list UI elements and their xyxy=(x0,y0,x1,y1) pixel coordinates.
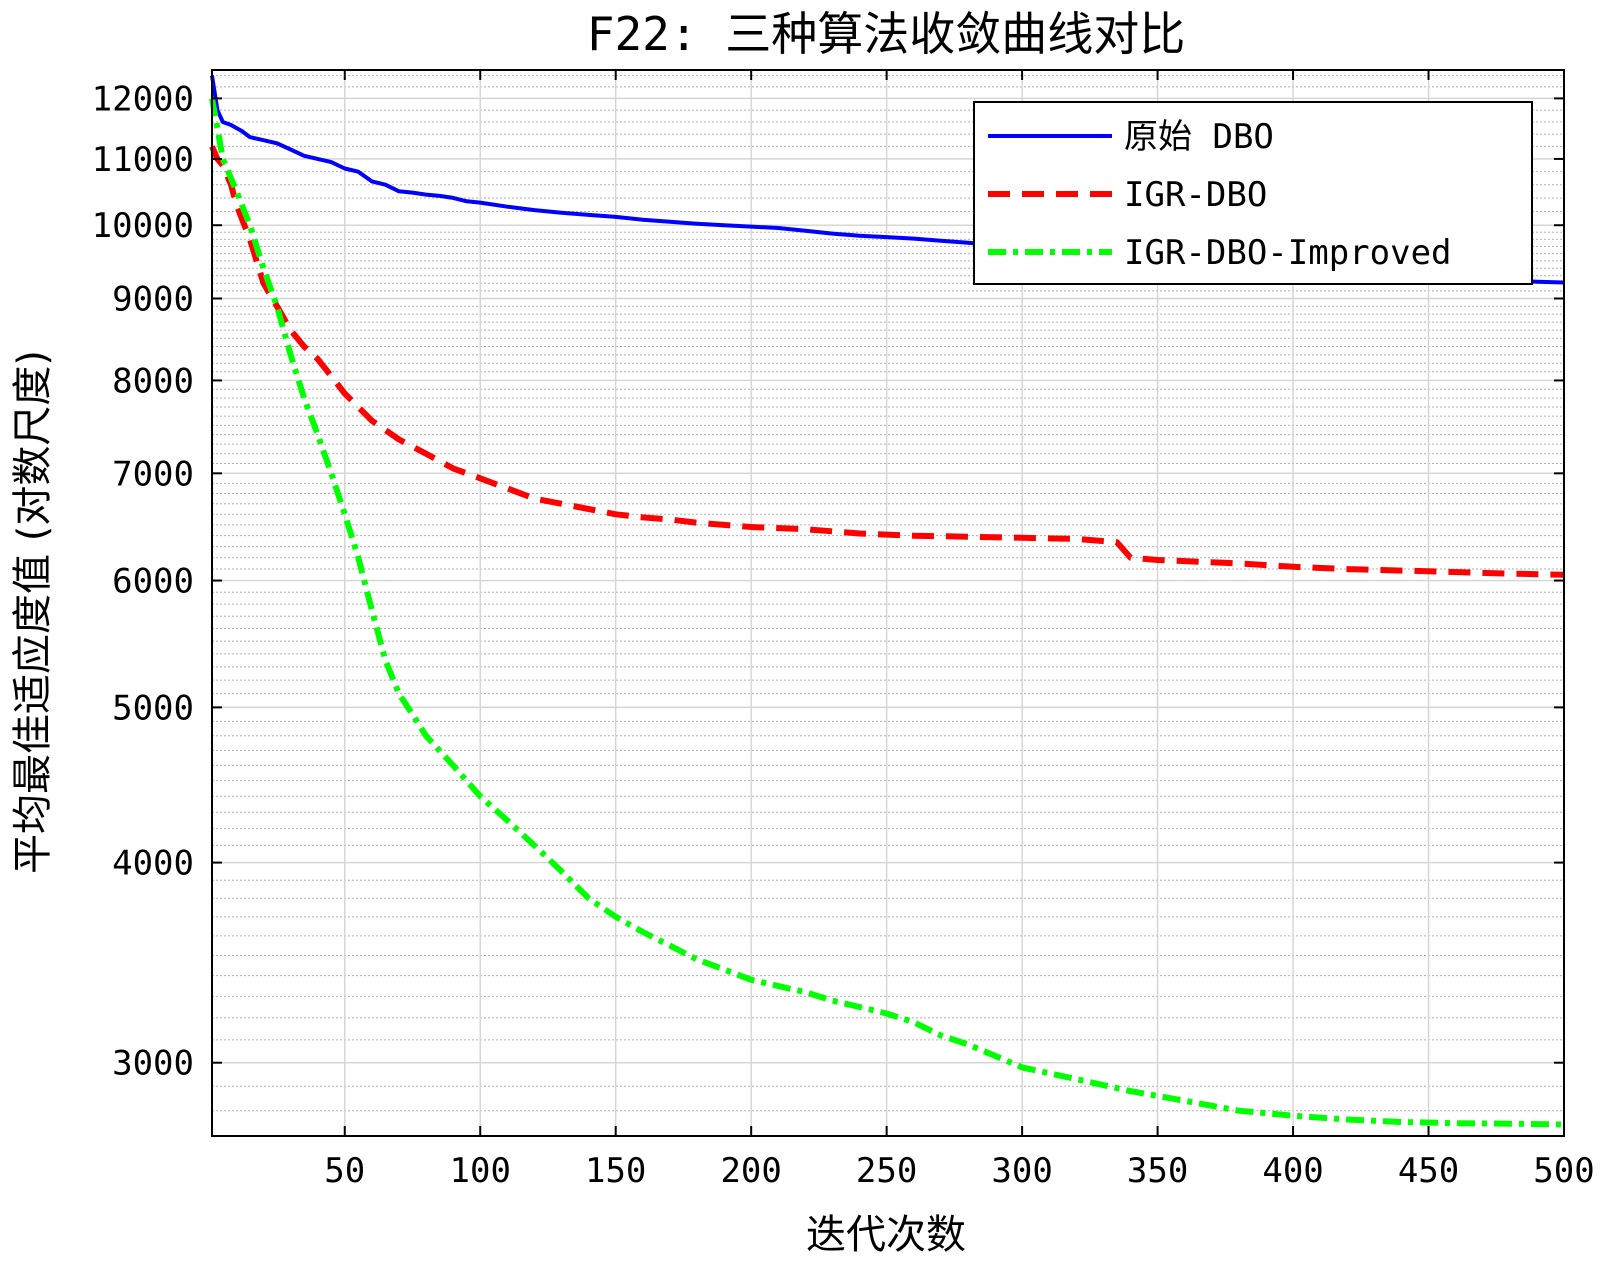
x-tick-label: 450 xyxy=(1398,1151,1459,1191)
x-tick-label: 400 xyxy=(1262,1151,1323,1191)
y-tick-label: 11000 xyxy=(92,140,194,180)
chart-title: F22: 三种算法收敛曲线对比 xyxy=(587,7,1185,61)
y-tick-label: 6000 xyxy=(112,562,194,602)
legend-label-3: IGR-DBO-Improved xyxy=(1124,233,1452,273)
y-tick-label: 10000 xyxy=(92,206,194,246)
axis-ticks: 50 100 150 200 250 300 350 400 450 500 3000 4000 500… xyxy=(92,70,1595,1191)
y-axis-label: 平均最佳适应度值 (对数尺度) xyxy=(10,350,56,874)
series-line-3 xyxy=(209,97,1565,1128)
y-tick-label: 8000 xyxy=(112,361,194,401)
x-axis-label: 迭代次数 xyxy=(806,1212,966,1258)
y-tick-label: 5000 xyxy=(112,688,194,728)
x-tick-label: 50 xyxy=(324,1151,365,1191)
y-tick-label: 4000 xyxy=(112,844,194,884)
x-tick-label: 100 xyxy=(450,1151,511,1191)
plot-frame xyxy=(211,69,1565,1137)
y-tick-label: 3000 xyxy=(112,1044,194,1084)
x-tick-label: 350 xyxy=(1127,1151,1188,1191)
legend-label-1: 原始 DBO xyxy=(1124,117,1274,157)
y-tick-label: 7000 xyxy=(112,454,194,494)
x-tick-label: 250 xyxy=(856,1151,917,1191)
y-tick-label: 12000 xyxy=(92,79,194,119)
legend-label-2: IGR-DBO xyxy=(1124,175,1267,215)
x-tick-label: 150 xyxy=(585,1151,646,1191)
y-tick-label: 9000 xyxy=(112,280,194,320)
legend: 原始 DBO IGR-DBO IGR-DBO-Improved xyxy=(973,101,1533,285)
series-line-2 xyxy=(209,145,1565,578)
grid xyxy=(212,70,1565,1136)
x-tick-label: 200 xyxy=(720,1151,781,1191)
x-tick-label: 300 xyxy=(991,1151,1052,1191)
x-tick-label: 500 xyxy=(1533,1151,1594,1191)
